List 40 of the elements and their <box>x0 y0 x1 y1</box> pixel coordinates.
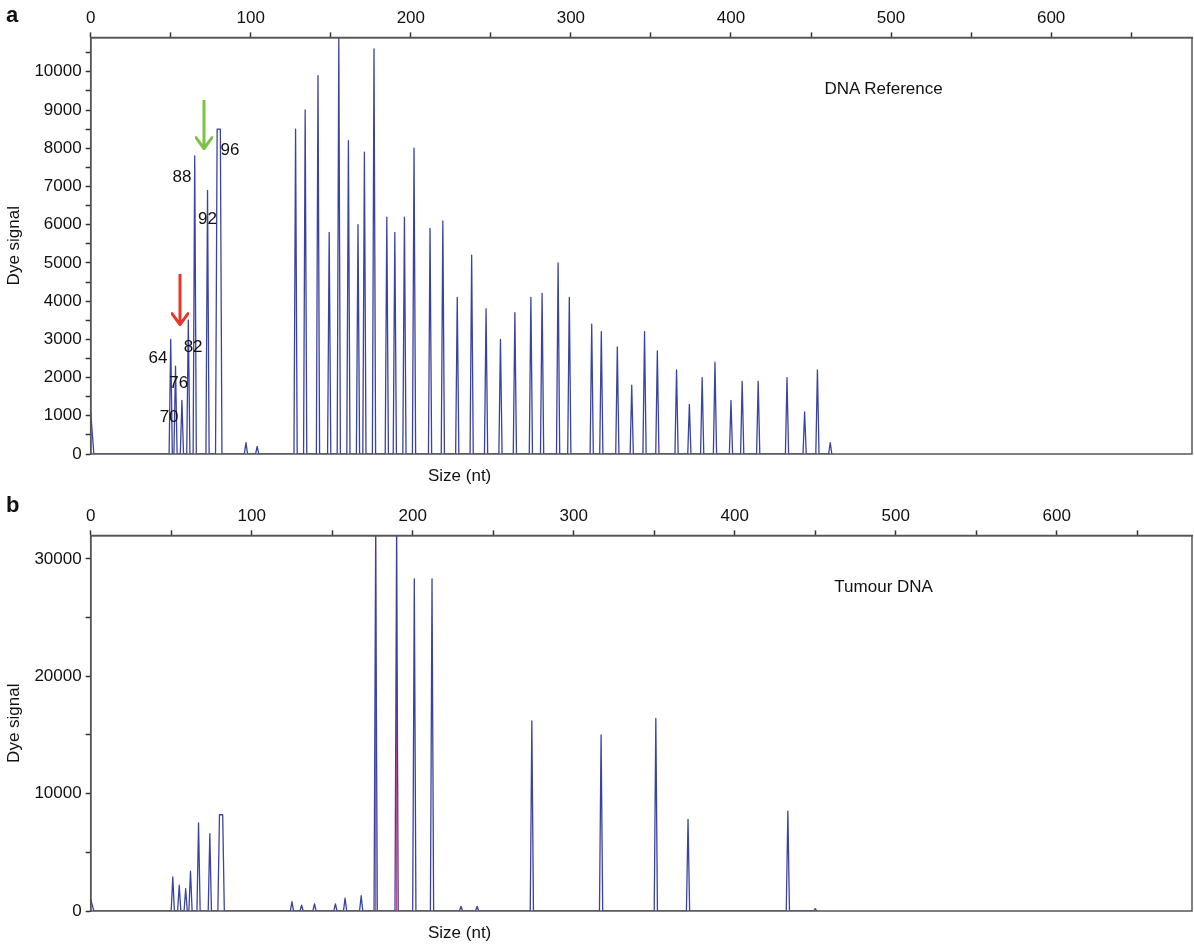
y-tick-label: 4000 <box>43 290 82 310</box>
x-tick-label: 100 <box>237 505 266 525</box>
y-tick-label: 9000 <box>43 99 82 119</box>
x-tick-label: 300 <box>559 505 588 525</box>
x-tick-label: 0 <box>85 7 96 27</box>
x-tick-label: 400 <box>720 505 749 525</box>
x-tick-label: 200 <box>396 7 426 27</box>
y-tick-label: 3000 <box>43 329 82 349</box>
y-tick-label: 10000 <box>34 61 82 81</box>
annotation: 64 <box>148 348 168 368</box>
x-tick-label: 200 <box>398 505 427 525</box>
annotation: 88 <box>172 166 192 186</box>
y-tick-label: 1000 <box>43 405 82 425</box>
y-tick-label: 8000 <box>43 137 82 157</box>
y-tick-label: 20000 <box>34 665 82 685</box>
text: DNA Reference <box>824 79 943 99</box>
y-tick-label: 5000 <box>43 252 82 272</box>
chart-title: b <box>6 492 20 518</box>
x-tick-label: 500 <box>881 505 910 525</box>
x-tick-label: 400 <box>716 7 746 27</box>
x-axis-title: Size (nt) <box>427 465 492 485</box>
y-tick-label: 7000 <box>43 176 82 196</box>
x-tick-label: 600 <box>1042 505 1071 525</box>
y-axis-title: Dye signal <box>3 206 23 286</box>
text: Tumour DNA <box>834 577 934 597</box>
y-tick-label: 30000 <box>34 548 82 568</box>
x-tick-label: 100 <box>236 7 265 27</box>
y-axis-title: Dye signal <box>3 683 23 763</box>
annotation: 96 <box>220 139 240 159</box>
x-tick-label: 300 <box>556 7 586 27</box>
chart-title: a <box>6 2 19 28</box>
x-axis-title: Size (nt) <box>427 922 492 942</box>
x-tick-label: 0 <box>85 505 96 525</box>
x-tick-label: 600 <box>1036 7 1066 27</box>
y-tick-label: 0 <box>72 900 82 920</box>
y-tick-label: 2000 <box>43 367 82 387</box>
y-tick-label: 6000 <box>43 214 82 234</box>
y-tick-label: 0 <box>72 443 82 463</box>
y-tick-label: 10000 <box>34 783 82 803</box>
x-tick-label: 500 <box>876 7 906 27</box>
